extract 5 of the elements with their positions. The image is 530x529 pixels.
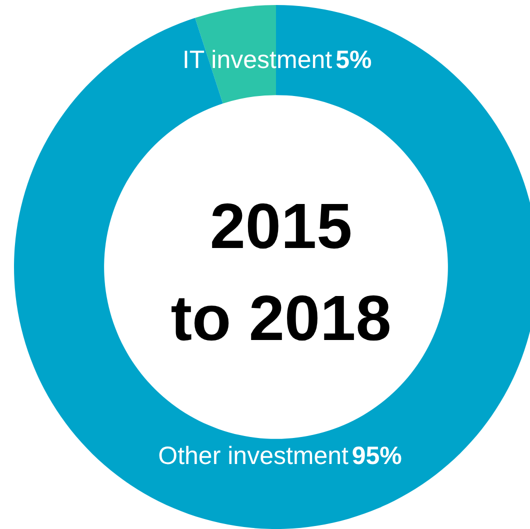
slice-label: Other investment [158,442,349,470]
slice-label: IT investment [182,46,332,74]
data-label: 95% [352,442,402,470]
data-label: 5% [336,46,372,74]
text: 2015 to 2018 [170,190,392,354]
